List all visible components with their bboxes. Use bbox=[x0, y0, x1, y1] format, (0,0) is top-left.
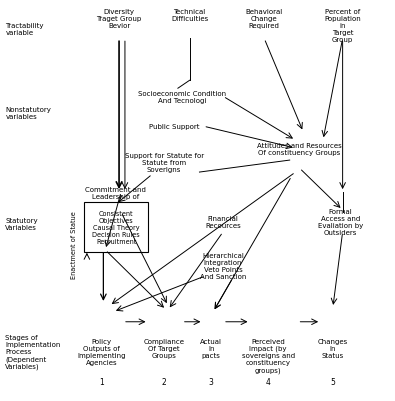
Text: Support for Statute for
Statute from
Soverlgns: Support for Statute for Statute from Sov… bbox=[124, 153, 204, 173]
Text: 4: 4 bbox=[266, 377, 271, 386]
Text: Enactment of Statue: Enactment of Statue bbox=[71, 211, 77, 278]
Text: Stages of
Implementation
Process
(Dependent
Variables): Stages of Implementation Process (Depend… bbox=[5, 334, 61, 369]
Text: Nonstatutory
variables: Nonstatutory variables bbox=[5, 106, 51, 119]
Text: Percent of
Population
in
Target
Group: Percent of Population in Target Group bbox=[324, 9, 361, 43]
Text: Public Support: Public Support bbox=[149, 124, 199, 130]
Text: 3: 3 bbox=[209, 377, 214, 386]
Text: 5: 5 bbox=[330, 377, 335, 386]
Text: Socioeconomic Condition
And Tecnologi: Socioeconomic Condition And Tecnologi bbox=[138, 91, 226, 103]
Text: Changes
In
Status: Changes In Status bbox=[318, 338, 348, 358]
Text: Actual
In
pacts: Actual In pacts bbox=[200, 338, 222, 358]
Text: Hierarchical
Integration
Veto Points
And Sanction: Hierarchical Integration Veto Points And… bbox=[200, 253, 246, 279]
Text: Technical
Difficulties: Technical Difficulties bbox=[171, 9, 208, 22]
Text: 2: 2 bbox=[162, 377, 167, 386]
Text: Compliance
Of Target
Groups: Compliance Of Target Groups bbox=[144, 338, 184, 358]
Text: Policy
Outputs of
Implementing
Agencies: Policy Outputs of Implementing Agencies bbox=[77, 338, 126, 365]
Text: Attitudes and Resources
Of constituency Groups: Attitudes and Resources Of constituency … bbox=[257, 142, 342, 155]
FancyBboxPatch shape bbox=[84, 203, 149, 252]
Text: Perceived
Impact (by
sovereigns and
constituency
groups): Perceived Impact (by sovereigns and cons… bbox=[241, 338, 295, 373]
Text: Behavioral
Change
Required: Behavioral Change Required bbox=[246, 9, 283, 29]
Text: Formal
Access and
Evaliation by
Outsiders: Formal Access and Evaliation by Outsider… bbox=[318, 209, 363, 236]
Text: 1: 1 bbox=[99, 377, 104, 386]
Text: Diversity
Traget Group
Bevior: Diversity Traget Group Bevior bbox=[96, 9, 142, 29]
Text: Tractability
variable: Tractability variable bbox=[5, 23, 44, 36]
Text: Financial
Recources: Financial Recources bbox=[205, 216, 241, 229]
Text: Consistent
Objectives
Causal Theory
Decision Rules
Recruitment: Consistent Objectives Causal Theory Deci… bbox=[92, 211, 140, 244]
Text: Commitment and
Leadership of
Agency
Officials: Commitment and Leadership of Agency Offi… bbox=[85, 187, 146, 214]
Text: Statutory
Variables: Statutory Variables bbox=[5, 218, 38, 231]
